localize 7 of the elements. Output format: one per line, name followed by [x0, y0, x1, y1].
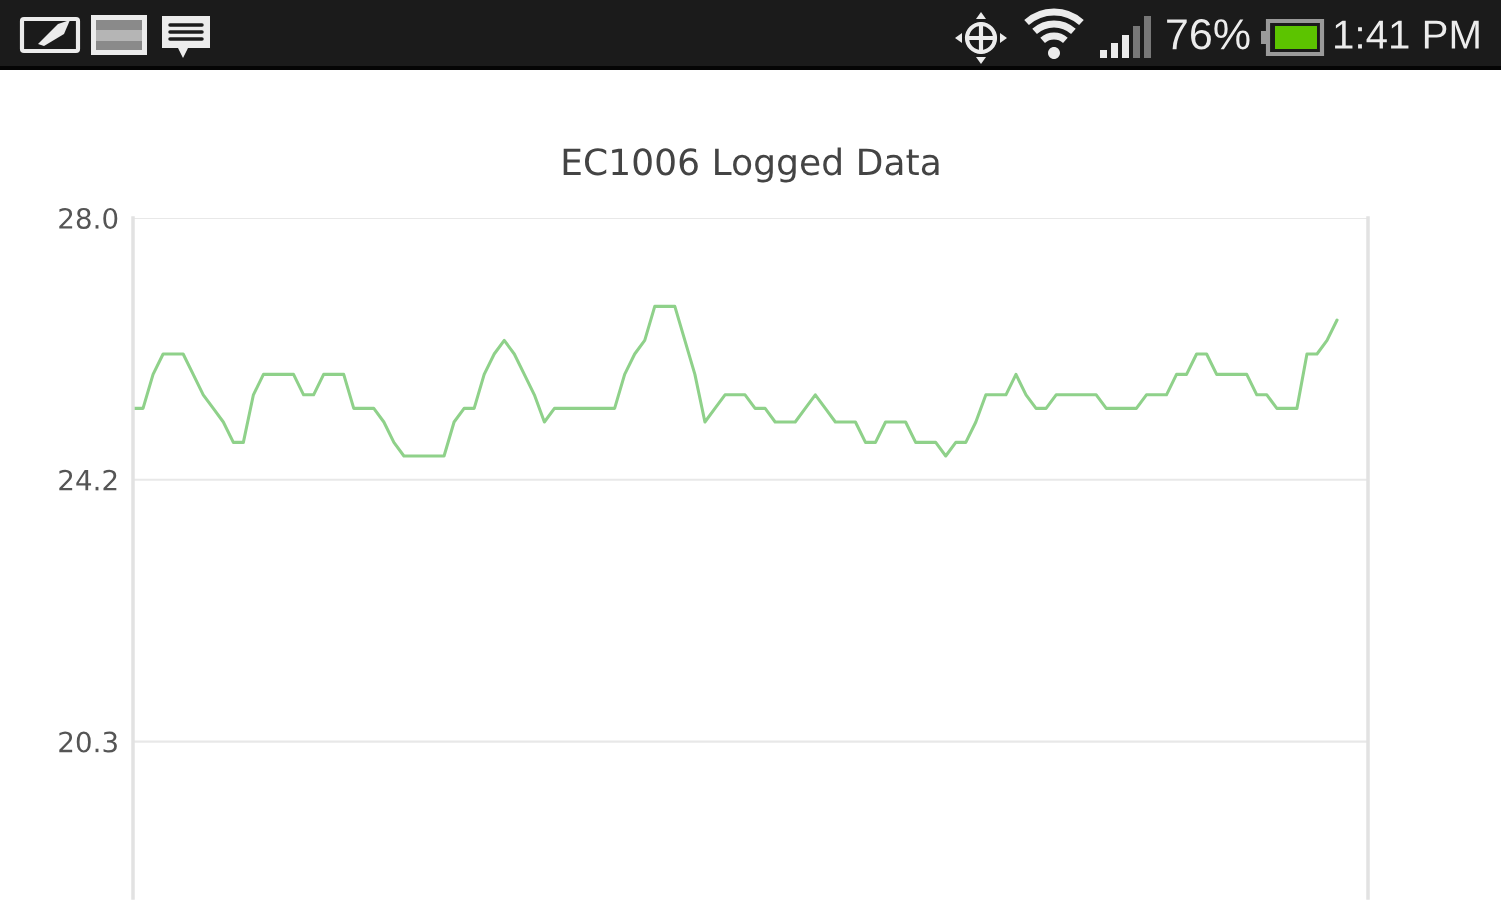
- text: 1:41 PM: [1335, 20, 1479, 49]
- y-tick-label: 20.3: [59, 731, 117, 753]
- line-series: [133, 304, 1339, 458]
- y-tick-label: 28.0: [59, 207, 118, 229]
- chart-title: EC1006 Logged Data: [563, 147, 939, 183]
- text: 76%: [1167, 19, 1250, 50]
- y-tick-label: 24.2: [59, 469, 117, 491]
